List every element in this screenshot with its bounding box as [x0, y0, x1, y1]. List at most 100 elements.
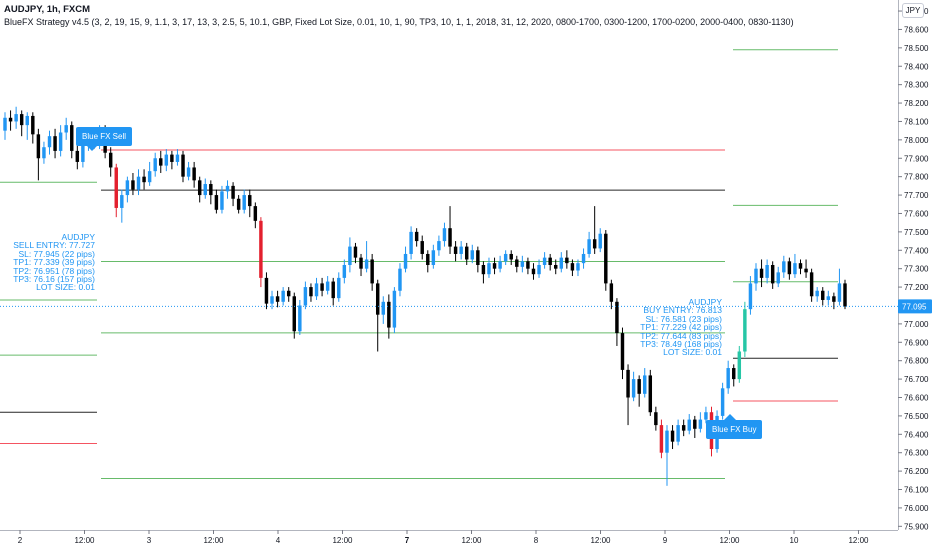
candle-body	[342, 265, 347, 278]
candle-body	[492, 263, 497, 269]
candle-body	[186, 167, 191, 177]
candle-body	[375, 283, 380, 315]
symbol-title[interactable]: AUDJPY, 1h, FXCM	[4, 4, 91, 15]
candle-body	[203, 184, 207, 196]
candle-body	[248, 195, 252, 207]
candle-body	[498, 261, 502, 269]
x-tick-label: 3	[147, 536, 152, 545]
candle-body	[726, 368, 730, 389]
candle-body	[264, 277, 269, 304]
x-tick-label: 12:00	[74, 536, 95, 545]
y-tick-label: 77.300	[904, 265, 929, 274]
candle-body	[242, 195, 246, 210]
last-price-label: 77.095	[902, 302, 927, 311]
candle-body	[693, 419, 697, 429]
candle-body	[526, 261, 530, 269]
x-tick-label: 12:00	[332, 536, 353, 545]
currency-badge[interactable]: JPY	[902, 3, 924, 18]
candle-body	[64, 125, 68, 133]
candle-body	[631, 379, 636, 398]
sell-info-line: SELL ENTRY: 77.727	[13, 240, 95, 251]
candle-body	[637, 379, 641, 394]
study-legend[interactable]: BlueFX Strategy v4.5 (3, 2, 19, 15, 9, 1…	[4, 17, 794, 27]
x-tick-label: 12:00	[848, 536, 869, 545]
y-tick-label: 77.400	[904, 246, 929, 255]
candle-body	[815, 290, 819, 297]
sell-info-line: LOT SIZE: 0.01	[36, 282, 95, 293]
candle-body	[309, 287, 313, 297]
x-tick-label: 8	[534, 536, 539, 545]
candle-body	[320, 283, 324, 291]
x-tick-label: 12:00	[590, 536, 611, 545]
y-tick-label: 78.300	[904, 81, 929, 90]
y-tick-label: 77.000	[904, 320, 929, 329]
sell-callout: Blue FX Sell	[76, 127, 133, 146]
candle-body	[437, 241, 441, 251]
candle-body	[331, 281, 335, 299]
y-tick-label: 77.900	[904, 154, 929, 163]
candle-body	[409, 231, 413, 254]
candle-body	[576, 263, 580, 271]
candle-body	[426, 253, 430, 265]
candle-body	[164, 154, 169, 166]
candle-body	[197, 180, 202, 196]
candle-body	[125, 180, 130, 196]
sell-info-line: SL: 77.945 (22 pips)	[18, 248, 95, 259]
candle-body	[170, 154, 174, 162]
candle-body	[231, 185, 235, 199]
buy-info-line: SL: 76.581 (23 pips)	[645, 313, 722, 324]
candle-body	[403, 253, 408, 269]
last-price-badge	[898, 299, 932, 314]
candle-body	[515, 259, 519, 267]
candle-body	[58, 132, 63, 151]
candle-body	[387, 301, 391, 328]
y-tick-label: 76.600	[904, 394, 929, 403]
candle-body	[3, 117, 7, 131]
candle-body	[31, 115, 35, 135]
candle-body	[737, 351, 742, 380]
candle-body	[53, 136, 57, 151]
plot-background[interactable]	[0, 0, 898, 530]
x-tick-label: 12:00	[203, 536, 224, 545]
buy-info-line: TP3: 78.49 (168 pips)	[640, 339, 722, 350]
candle-body	[442, 228, 447, 242]
candle-body	[337, 277, 341, 299]
candle-body	[108, 152, 113, 168]
x-tick-label: 10	[790, 536, 799, 545]
sell-callout-arrow	[86, 145, 98, 151]
y-tick-label: 75.900	[904, 522, 929, 531]
candle-body	[804, 268, 808, 273]
candle-body	[348, 246, 352, 265]
candle-body	[793, 263, 797, 275]
buy-callout-arrow	[724, 414, 736, 420]
candle-body	[581, 253, 586, 264]
candle-body	[659, 425, 664, 453]
buy-info-line: TP1: 77.229 (42 pips)	[640, 322, 722, 333]
candle-body	[81, 143, 85, 162]
candle-body	[359, 257, 363, 269]
candle-body	[776, 272, 780, 284]
candle-body	[147, 171, 152, 183]
candle-body	[676, 425, 680, 442]
y-tick-label: 78.100	[904, 117, 929, 126]
candle-body	[209, 184, 213, 196]
y-tick-label: 76.200	[904, 467, 929, 476]
candle-body	[509, 253, 513, 260]
sell-info-line: TP3: 76.16 (157 pips)	[13, 274, 95, 285]
y-tick-label: 77.600	[904, 209, 929, 218]
candle-body	[314, 283, 319, 297]
candle-body	[470, 250, 475, 260]
candle-body	[364, 259, 369, 269]
candle-body	[370, 259, 374, 284]
candle-body	[559, 257, 564, 269]
candle-body	[765, 265, 769, 278]
x-tick-label: 7	[405, 536, 410, 545]
candle-body	[687, 419, 691, 431]
candle-body	[542, 257, 547, 265]
candle-body	[25, 115, 29, 126]
candle-body	[214, 195, 219, 210]
candle-body	[292, 296, 296, 332]
candle-body	[448, 228, 452, 247]
